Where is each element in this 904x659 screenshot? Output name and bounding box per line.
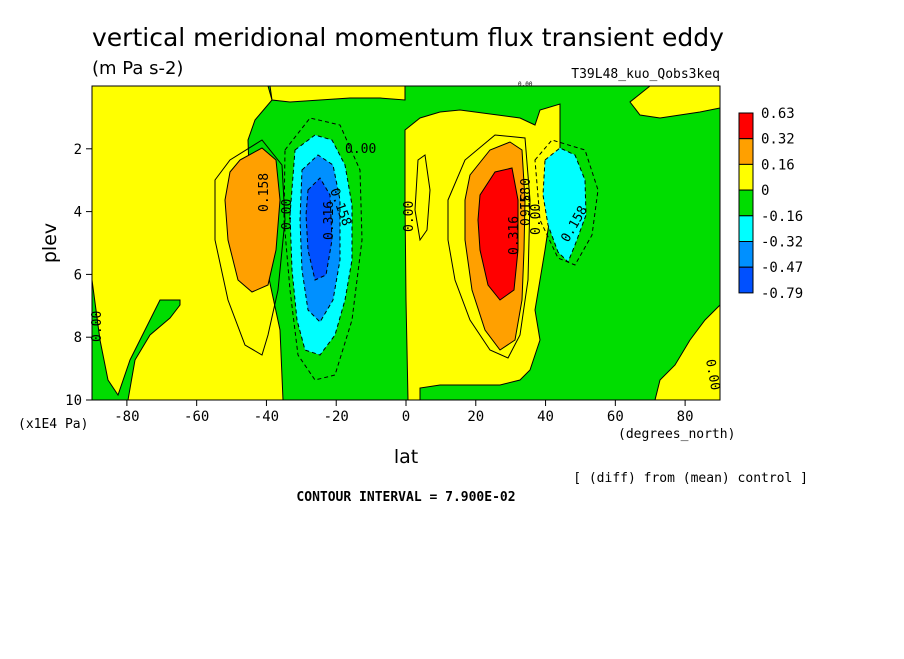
contour-interval: CONTOUR INTERVAL = 7.900E-02 <box>296 490 515 505</box>
colorbar-swatch <box>738 241 754 268</box>
colorbar-label: 0.16 <box>761 157 795 173</box>
colorbar-swatch <box>738 112 754 140</box>
colorbar-label: -0.79 <box>761 286 803 302</box>
x-tick-label: 40 <box>537 409 554 425</box>
run-label: T39L48_kuo_Qobs3keq <box>571 67 720 82</box>
field-cyan-north <box>542 147 587 263</box>
colorbar-label: -0.47 <box>761 260 803 276</box>
y-tick-label: 4 <box>74 205 82 221</box>
contour-label: 0.158 <box>257 173 272 212</box>
colorbar-swatch <box>738 215 754 243</box>
x-tick-label: -20 <box>324 409 349 425</box>
contour-label: 0.00 <box>345 142 376 157</box>
contour-label: 0.00 <box>529 204 544 235</box>
x-tick-label: 60 <box>607 409 624 425</box>
contour-label: 0.00 <box>702 358 722 391</box>
x-tick-label: 0 <box>402 409 410 425</box>
colorbar-label: 0.32 <box>761 132 795 148</box>
x-axis-label: lat <box>394 446 418 468</box>
x-axis: -80 -60 -40 -20 0 20 40 60 80 <box>114 400 694 425</box>
contour-label: 0.00 <box>402 201 417 232</box>
x-tick-label: 20 <box>467 409 484 425</box>
chart-title: vertical meridional momentum flux transi… <box>92 23 724 52</box>
colorbar-swatch <box>738 189 754 217</box>
colorbar-swatch <box>738 138 754 165</box>
y-tick-label: 2 <box>74 142 82 158</box>
x-tick-label: -60 <box>184 409 209 425</box>
y-tick-label: 8 <box>74 330 82 346</box>
x-unit-note: (degrees_north) <box>618 427 735 442</box>
y-unit-note: (x1E4 Pa) <box>18 417 88 432</box>
contour-lines <box>214 117 599 381</box>
contour-label: 0.158 <box>519 187 534 226</box>
x-tick-label: -40 <box>254 409 279 425</box>
contour-label: 0.00 <box>90 311 105 342</box>
y-tick-label: 6 <box>74 267 82 283</box>
x-tick-label: 80 <box>677 409 694 425</box>
colorbar-swatch <box>738 163 754 191</box>
field-red-north <box>477 167 519 301</box>
x-tick-label: -80 <box>114 409 139 425</box>
y-axis-label: plev <box>39 223 61 263</box>
colorbar-swatch <box>738 266 754 294</box>
colorbar-label: 0.63 <box>761 106 795 122</box>
colorbar-label: -0.32 <box>761 235 803 251</box>
plot-area <box>91 85 721 401</box>
field-yellow-south <box>92 86 284 400</box>
chart-units: (m Pa s-2) <box>92 58 183 79</box>
colorbar-label: -0.16 <box>761 209 803 225</box>
contour-label: 0.00 <box>518 81 533 88</box>
y-axis: 2 4 6 8 10 <box>65 142 92 409</box>
field-darkblue-south <box>305 177 333 281</box>
field-yellow-north-3 <box>654 304 720 400</box>
contour-label: 0.316 <box>516 178 531 217</box>
contour-label: 0.00 <box>280 199 295 230</box>
field-yellow-north-2 <box>629 86 720 119</box>
contour-label: 0.316 <box>322 201 337 240</box>
colorbar: 0.63 0.32 0.16 0 -0.16 -0.32 -0.47 -0.79 <box>738 106 803 302</box>
contour-label: 0.316 <box>507 216 522 255</box>
diff-note: [ (diff) from (mean) control ] <box>573 471 808 486</box>
colorbar-label: 0 <box>761 183 769 199</box>
y-tick-label: 10 <box>65 393 82 409</box>
field-orange-south <box>224 147 281 293</box>
field-yellow-south-top <box>269 86 406 103</box>
